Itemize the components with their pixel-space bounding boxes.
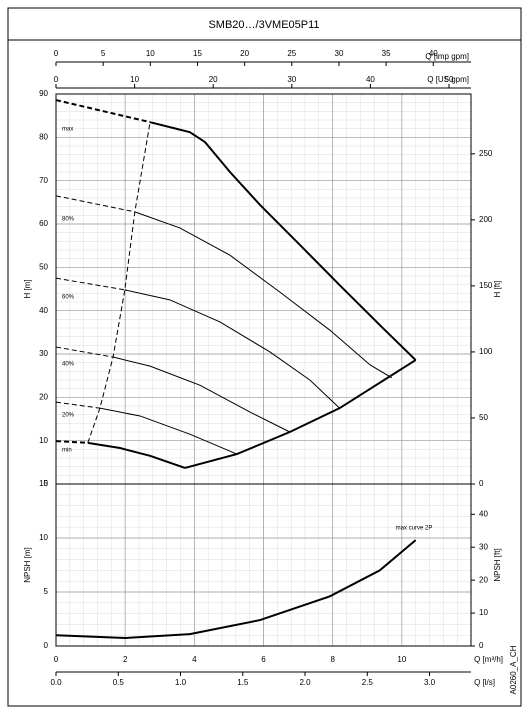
curve [55,99,151,124]
x-tick-label: 1.5 [237,678,249,687]
x-tick-label: 1.0 [175,678,187,687]
x-tick-label: 0 [54,655,59,664]
y2-axis-label: H [ft] [493,281,502,298]
curve [99,407,238,455]
x-tick-label: 15 [193,49,202,58]
y2-tick-label: 30 [479,542,488,551]
x-tick-label: 3.0 [424,678,436,687]
x-tick-label: 2 [123,655,128,664]
y2-tick-label: 0 [479,479,484,488]
x-axis-label: Q [m³/h] [474,655,503,664]
curve [55,440,88,444]
y-tick-label: 0 [44,479,49,488]
y2-tick-label: 50 [479,413,488,422]
x-tick-label: 2.0 [299,678,311,687]
x-tick-label: 6 [261,655,266,664]
curve [124,289,340,409]
x-tick-label: 50 [445,75,454,84]
y2-tick-label: 40 [479,509,488,518]
y-axis-label: NPSH [m] [23,547,32,583]
y-tick-label: 80 [39,132,48,141]
curve-label: 40% [62,362,75,368]
curve-label: max curve 2P [396,526,433,532]
x-tick-label: 0.0 [50,678,62,687]
x-tick-label: 0.5 [113,678,125,687]
x-tick-label: 0 [54,49,59,58]
y-tick-label: 0 [44,641,49,650]
y-tick-label: 50 [39,262,48,271]
curve [55,401,100,409]
x-tick-label: 40 [429,49,438,58]
plot-frame [55,483,472,647]
chart-title: SMB20…/3VME05P11 [208,19,319,31]
curve-label: 20% [62,413,75,419]
y-axis-label: H [m] [23,279,32,298]
x-tick-label: 20 [240,49,249,58]
curve-label: 60% [62,294,75,300]
x-tick-label: 2.5 [362,678,374,687]
x-axis-label: Q [imp gpm] [425,52,469,61]
y2-tick-label: 20 [479,575,488,584]
curve [55,277,125,291]
curve [55,346,114,358]
y2-tick-label: 250 [479,149,493,158]
side-note: A0260_A_CH [509,645,518,694]
curve [55,539,417,640]
curve [112,356,291,433]
curve [184,359,417,469]
curve-label: min [62,447,72,453]
x-tick-label: 10 [130,75,139,84]
y2-axis-label: NPSH [ft] [493,548,502,581]
y-tick-label: 5 [44,587,49,596]
y-tick-label: 60 [39,219,48,228]
x-tick-label: 8 [330,655,335,664]
curve-label: max [62,127,73,133]
y2-tick-label: 100 [479,347,493,356]
curve-label: 80% [62,216,75,222]
x-tick-label: 25 [287,49,296,58]
x-axis-label: Q [US gpm] [427,75,469,84]
y-tick-label: 30 [39,349,48,358]
frame [7,7,522,707]
curve [149,121,417,361]
x-tick-label: 4 [192,655,197,664]
x-tick-label: 10 [397,655,406,664]
x-tick-label: 30 [335,49,344,58]
curve [87,441,186,469]
y-tick-label: 10 [39,436,48,445]
x-tick-label: 10 [146,49,155,58]
y-tick-label: 20 [39,392,48,401]
y2-tick-label: 0 [479,641,484,650]
curve [134,211,393,379]
x-tick-label: 5 [101,49,106,58]
curve [55,195,135,213]
curve [87,122,151,443]
y-tick-label: 15 [39,479,48,488]
y-tick-label: 10 [39,533,48,542]
y2-tick-label: 10 [479,608,488,617]
y-tick-label: 90 [39,89,48,98]
x-tick-label: 0 [54,75,59,84]
x-tick-label: 35 [382,49,391,58]
y-tick-label: 40 [39,306,48,315]
y2-tick-label: 150 [479,281,493,290]
y-tick-label: 70 [39,176,48,185]
x-tick-label: 30 [287,75,296,84]
x-tick-label: 20 [209,75,218,84]
y2-tick-label: 200 [479,215,493,224]
x-tick-label: 40 [366,75,375,84]
x-axis-label: Q [l/s] [474,678,495,687]
